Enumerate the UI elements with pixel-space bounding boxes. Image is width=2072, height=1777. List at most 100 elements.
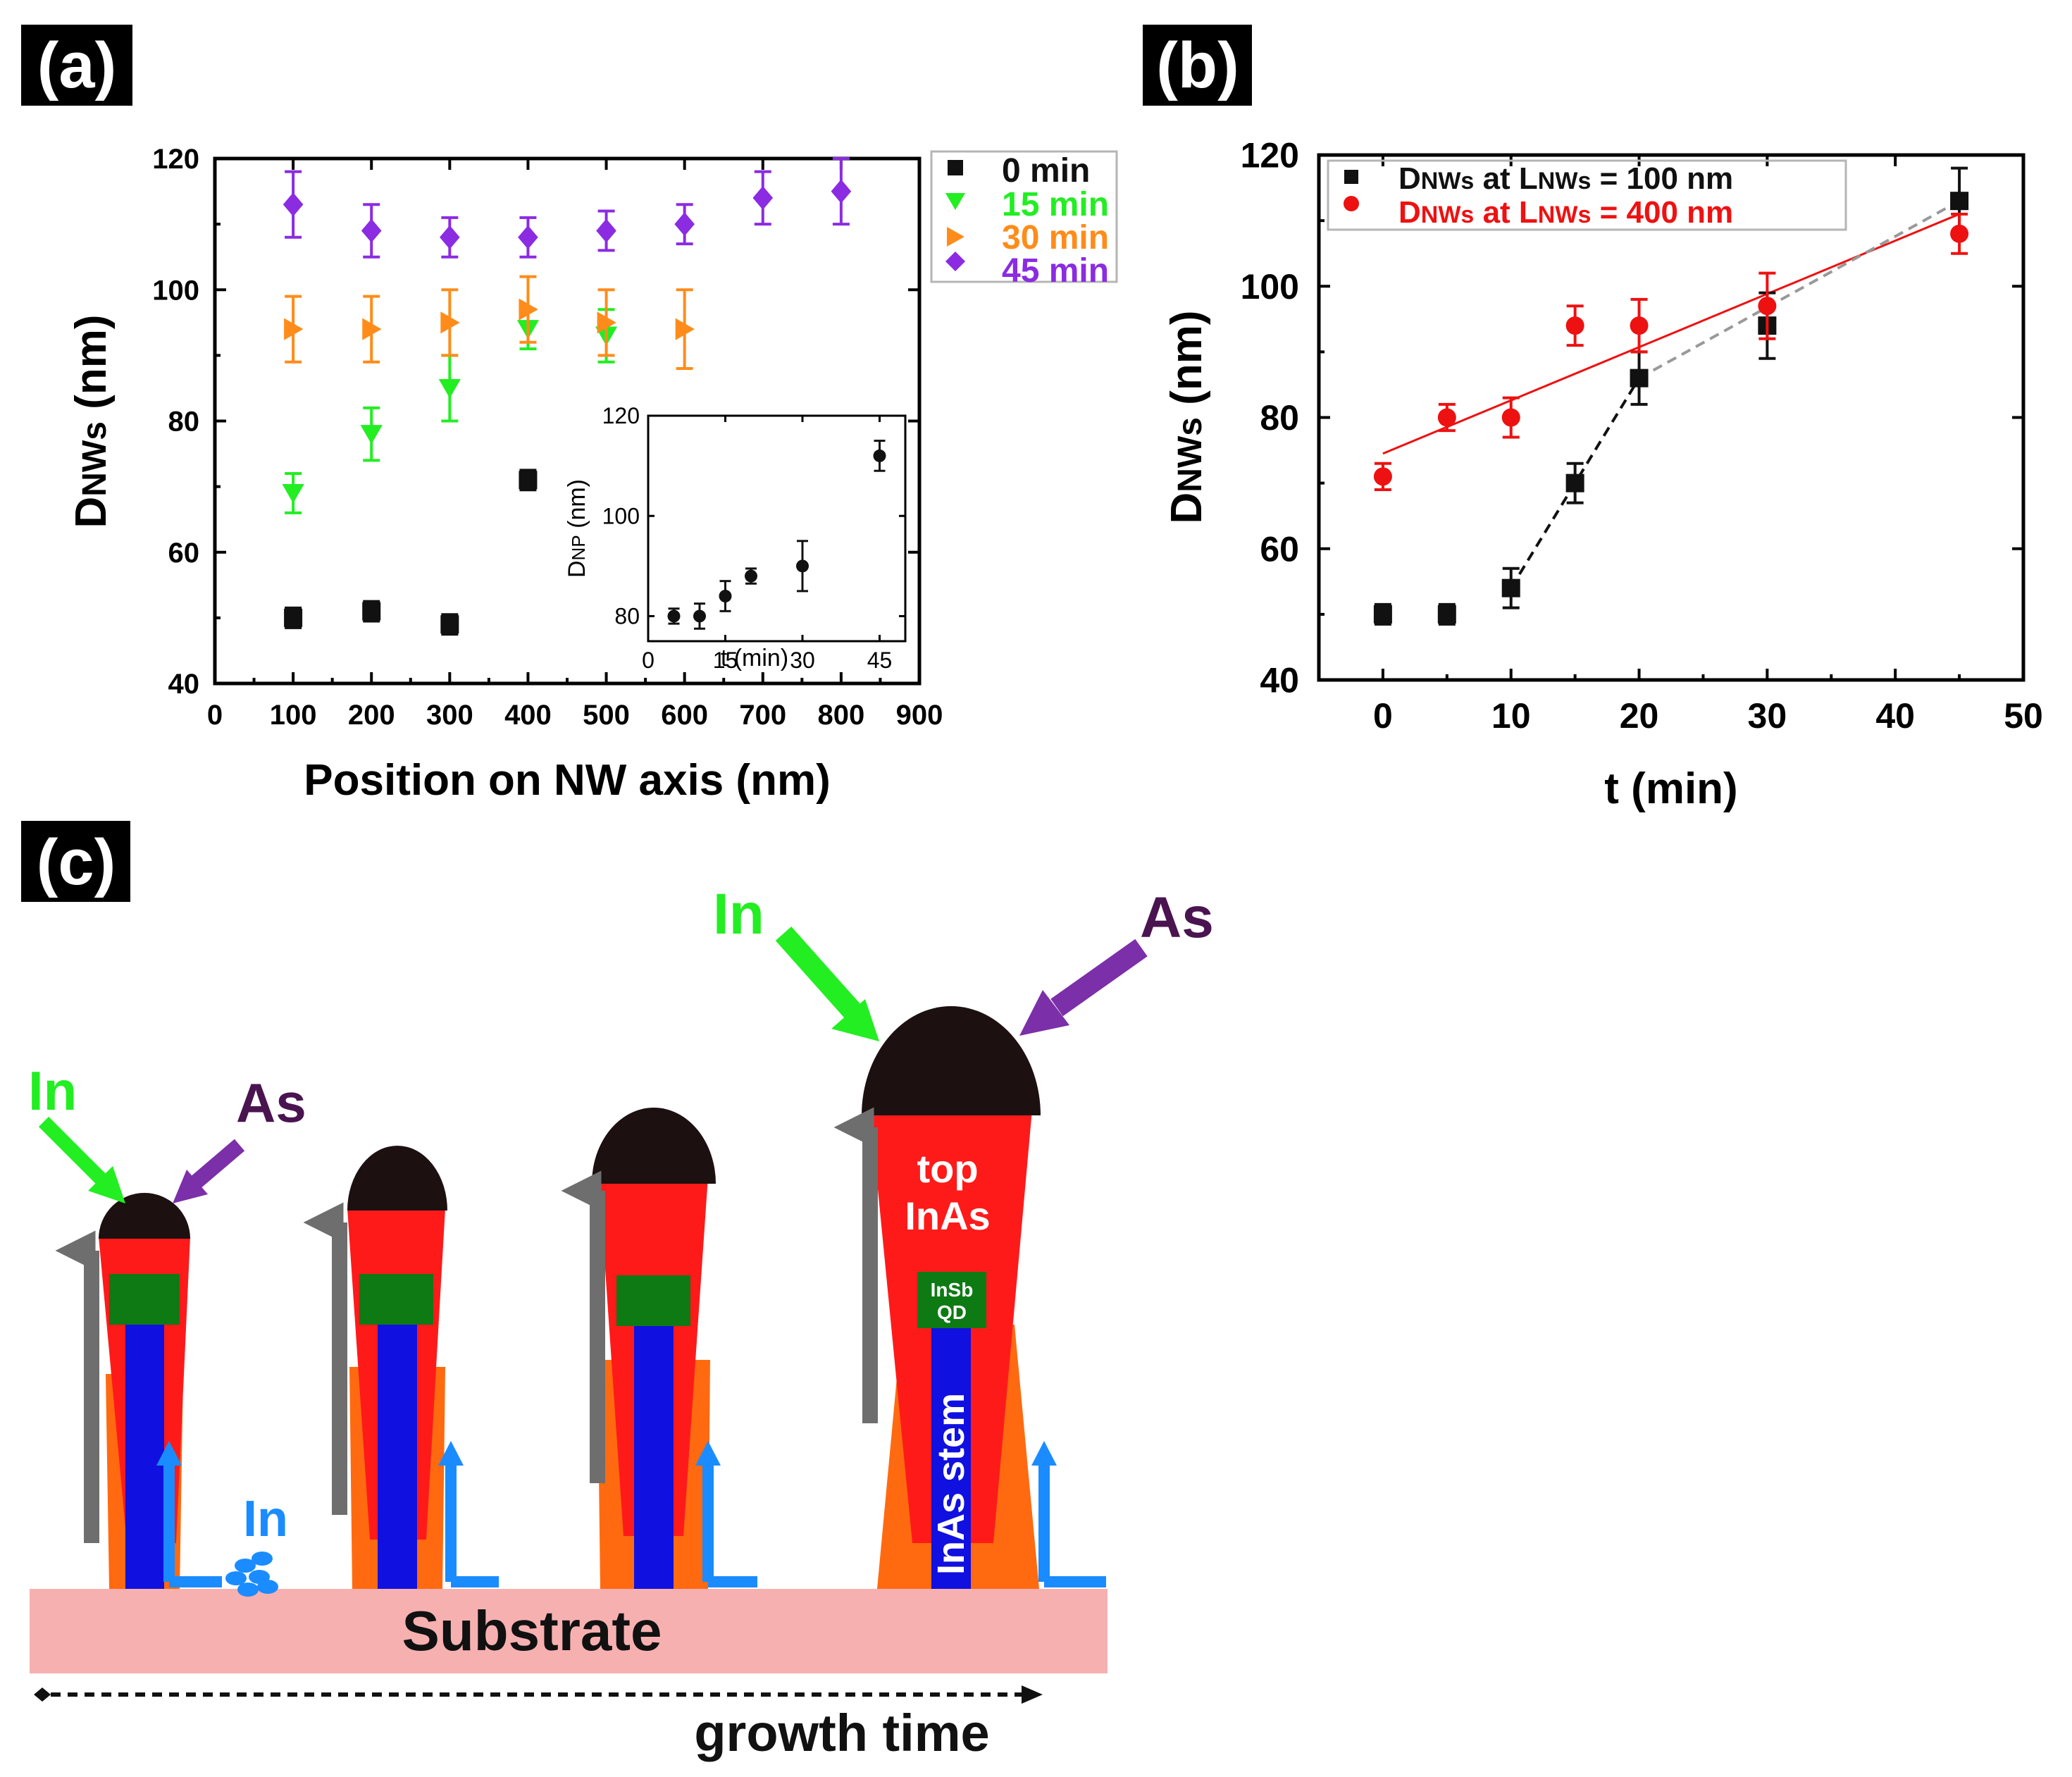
chart-a-inset-frame bbox=[647, 414, 907, 643]
x-tick-label: 30 bbox=[1748, 696, 1787, 736]
nw3-insb-qd bbox=[616, 1275, 690, 1326]
a-series-0-point-1 bbox=[362, 602, 381, 621]
nw4-top-label-2: InAs bbox=[905, 1194, 990, 1238]
x-tick-label: 20 bbox=[1620, 696, 1659, 736]
chart-a-inset-series bbox=[667, 440, 886, 630]
x-tick-label: 900 bbox=[896, 700, 943, 731]
nw3-droplet bbox=[592, 1108, 716, 1184]
x-tick-label: 50 bbox=[2004, 696, 2043, 736]
x-tick-label: 45 bbox=[867, 648, 893, 673]
legend-a-marker-1 bbox=[945, 193, 965, 210]
chart-a-legend-frame bbox=[930, 150, 1118, 283]
chart-a-inset-xlabel: t (min) bbox=[721, 645, 788, 671]
y-tick-label: 100 bbox=[152, 275, 199, 306]
chart-a-legend: 0 min 15 min 30 min 45 min bbox=[945, 152, 1109, 290]
nw1-in-flux-arrowhead bbox=[88, 1166, 125, 1203]
chart-b-legend: DNWs at LNWs = 100 nm DNWs at LNWs = 400… bbox=[1344, 161, 1733, 230]
nw2-droplet bbox=[347, 1146, 447, 1211]
b-series-1-point-5 bbox=[1758, 297, 1777, 316]
y-tick-label: 80 bbox=[614, 604, 640, 629]
x-tick-label: 800 bbox=[818, 700, 865, 731]
x-tick-label: 0 bbox=[1373, 696, 1393, 736]
a-series-1-point-1 bbox=[360, 425, 383, 445]
nanowire-1: In In As bbox=[28, 1060, 306, 1597]
a-series-1-point-0 bbox=[282, 483, 304, 504]
nw1-as-flux-arrow bbox=[186, 1139, 245, 1192]
legend-a-label-0: 0 min bbox=[1002, 152, 1090, 190]
a-series-1-point-2 bbox=[438, 378, 461, 399]
b-series-1-point-3 bbox=[1565, 316, 1584, 335]
panel-b-label: (b) bbox=[1156, 30, 1239, 101]
legend-a-marker-2 bbox=[947, 227, 964, 247]
y-tick-label: 120 bbox=[1241, 136, 1299, 175]
x-tick-label: 0 bbox=[642, 648, 655, 673]
substrate bbox=[30, 1589, 1108, 1673]
nw4-in-flux-label: In bbox=[713, 882, 764, 946]
legend-a-marker-3 bbox=[945, 252, 965, 271]
a-series-3-point-2 bbox=[440, 225, 460, 249]
inset-point-3 bbox=[745, 569, 757, 583]
nw1-droplet bbox=[99, 1193, 190, 1239]
legend-a-label-3: 45 min bbox=[1002, 252, 1109, 290]
nw4-insb-qd bbox=[917, 1272, 986, 1328]
y-tick-label: 60 bbox=[1260, 529, 1299, 569]
nw1-as-flux-label: As bbox=[236, 1072, 306, 1134]
y-tick-label: 100 bbox=[602, 503, 640, 528]
inset-point-5 bbox=[873, 449, 886, 462]
b-series-1-point-4 bbox=[1630, 316, 1649, 335]
chart-b-ylabel-unit: (nm) bbox=[1162, 311, 1211, 405]
nw4-in-flux-arrowhead bbox=[831, 999, 879, 1041]
y-tick-label: 40 bbox=[1260, 661, 1299, 700]
b-fit-line-2 bbox=[1638, 199, 1961, 380]
nw1-diffusion-arrowhead bbox=[156, 1441, 182, 1466]
legend-a-label-1: 15 min bbox=[1002, 186, 1109, 223]
legend-a-label-2: 30 min bbox=[1002, 219, 1109, 256]
nw4-top-label-1: top bbox=[917, 1146, 978, 1191]
x-tick-label: 30 bbox=[790, 648, 815, 673]
y-tick-label: 80 bbox=[168, 407, 200, 438]
panel-a: (a) 0 100 200 300 400 500 600 700 800 90040608010… bbox=[21, 25, 1118, 805]
a-series-3-point-5 bbox=[674, 212, 695, 237]
chart-b-frame bbox=[1317, 153, 2026, 682]
nw2-insb-qd bbox=[359, 1274, 433, 1325]
chart-b-legend-frame bbox=[1327, 159, 1847, 231]
nw4-as-flux-arrowhead bbox=[1019, 990, 1069, 1036]
legend-b-label-1: DNWs at LNWs = 400 nm bbox=[1398, 195, 1733, 230]
y-tick-label: 120 bbox=[602, 403, 640, 428]
nw2-inas-stem bbox=[378, 1325, 417, 1589]
a-series-2-point-3 bbox=[519, 298, 538, 321]
x-tick-label: 500 bbox=[583, 700, 630, 731]
nw3-diffusion-arrowhead bbox=[695, 1441, 721, 1466]
a-series-3-point-0 bbox=[283, 192, 304, 217]
panel-c-label: (c) bbox=[37, 826, 116, 898]
chart-b-ylabel-sub: NWs bbox=[1172, 417, 1209, 493]
chart-b-ylabel: DNWs (nm) bbox=[1162, 311, 1211, 524]
chart-a-inset-axes: 0 15 30 45 80 100 120 bbox=[602, 403, 905, 673]
nw2-diffusion-arrowhead bbox=[438, 1441, 464, 1466]
a-series-3-point-4 bbox=[596, 218, 616, 243]
nw1-in-flux-label: In bbox=[28, 1060, 77, 1122]
inset-point-1 bbox=[693, 609, 706, 623]
a-series-2-point-5 bbox=[675, 318, 695, 340]
growth-time-label: growth time bbox=[694, 1704, 989, 1762]
nanowire-2 bbox=[303, 1146, 499, 1589]
nw1-insb-qd bbox=[109, 1274, 180, 1325]
chart-b-xlabel: t (min) bbox=[1604, 764, 1737, 813]
nw4-stem-label: InAs stem bbox=[930, 1393, 972, 1575]
panel-c-label-bg bbox=[21, 821, 130, 902]
nanowire-3 bbox=[561, 1108, 757, 1589]
b-series-0-point-0 bbox=[1373, 605, 1392, 624]
nw1-as-flux-arrowhead bbox=[173, 1170, 208, 1203]
b-series-0-point-2 bbox=[1501, 578, 1520, 598]
x-tick-label: 0 bbox=[207, 700, 223, 731]
b-series-0-point-4 bbox=[1630, 369, 1649, 388]
chart-a-xlabel: Position on NW axis (nm) bbox=[304, 756, 830, 805]
chart-a-ylabel-unit: (nm) bbox=[67, 315, 116, 409]
b-series-0-point-1 bbox=[1437, 605, 1456, 624]
panel-c: (c) Substrate bbox=[21, 821, 1214, 1762]
b-series-1-point-6 bbox=[1950, 224, 1969, 243]
y-tick-label: 40 bbox=[168, 669, 200, 700]
growth-axis-start-icon bbox=[34, 1688, 51, 1702]
